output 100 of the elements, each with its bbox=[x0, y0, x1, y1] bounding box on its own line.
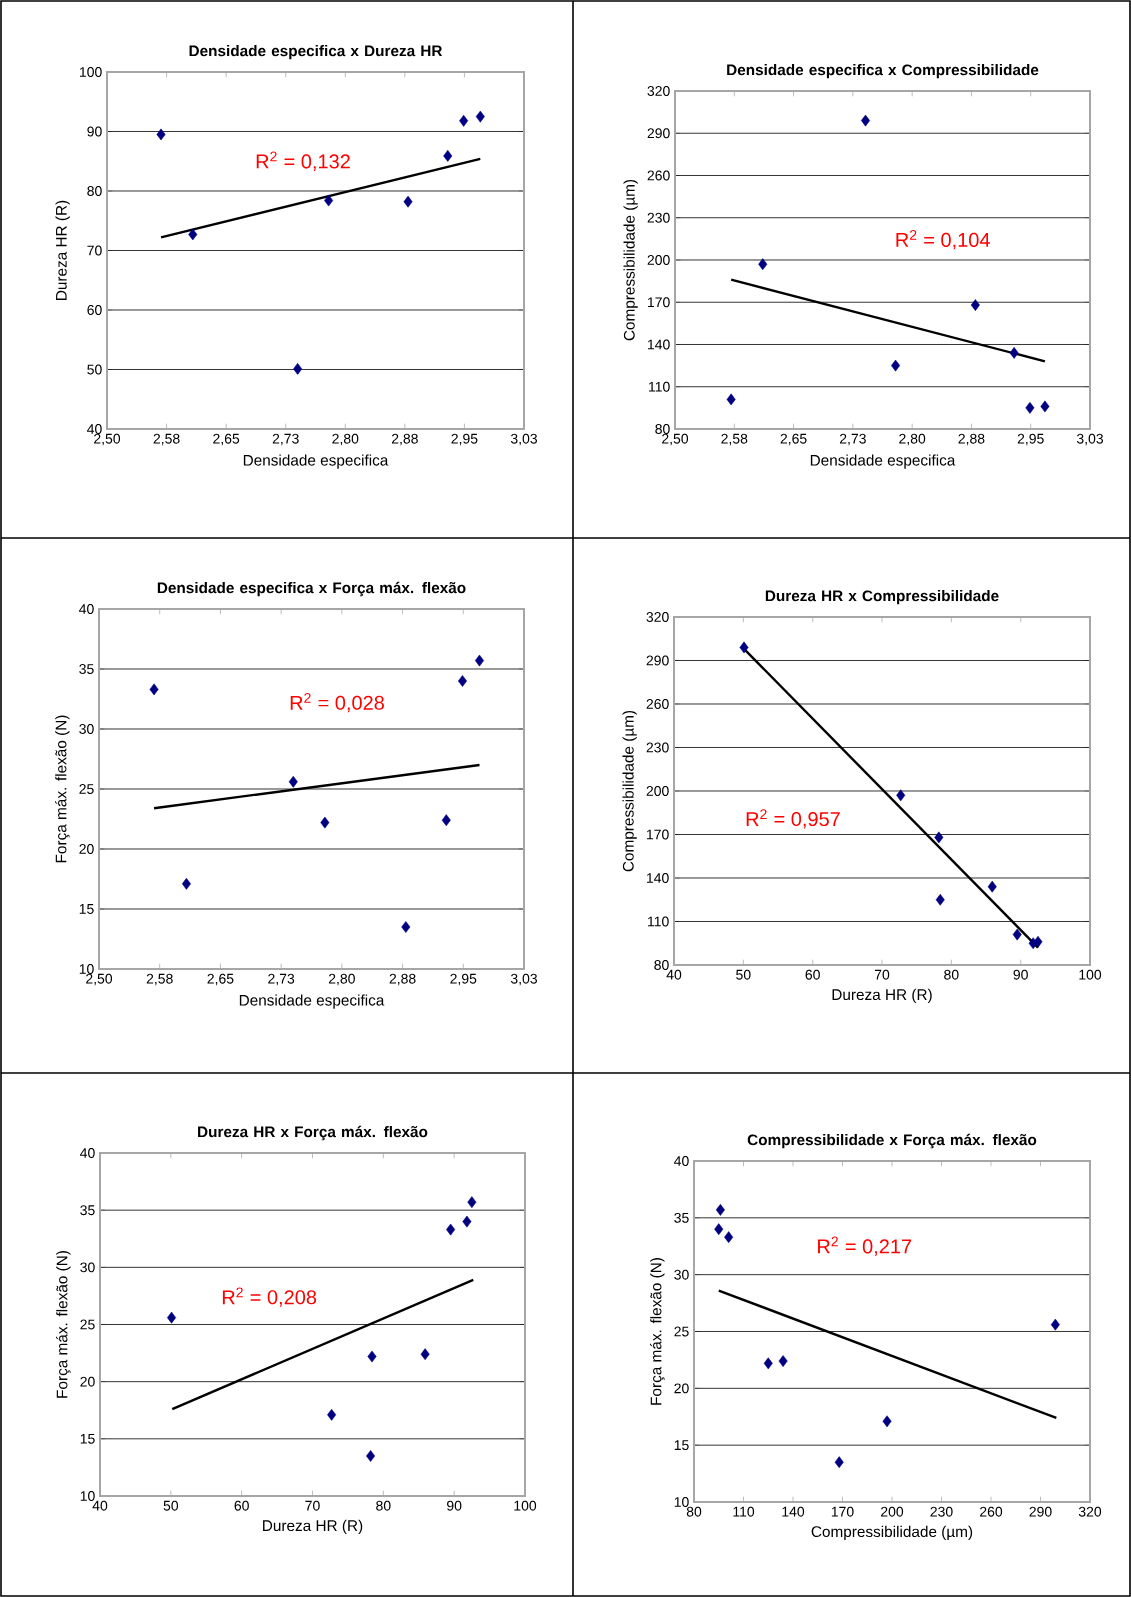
y-tick-label: 140 bbox=[648, 339, 670, 350]
y-tick-label: 70 bbox=[87, 245, 102, 256]
y-tick-label: 25 bbox=[674, 1326, 689, 1337]
point bbox=[459, 114, 469, 127]
x-tick-label: 2,50 bbox=[662, 433, 689, 446]
chart-title: Compressibilidade x Força máx. flexão bbox=[747, 1133, 1037, 1149]
y-tick-label: 10 bbox=[674, 1497, 689, 1507]
x-axis-title: Dureza HR (R) bbox=[832, 988, 932, 1004]
point bbox=[896, 789, 906, 802]
y-axis-title: Dureza HR (R) bbox=[55, 200, 70, 300]
y-tick-label: 35 bbox=[674, 1212, 689, 1223]
y-tick-label: 35 bbox=[79, 664, 94, 674]
x-tick-label: 2,73 bbox=[272, 433, 299, 446]
x-tick-label: 100 bbox=[1079, 969, 1102, 980]
y-tick-label: 90 bbox=[87, 126, 102, 137]
x-tick-label: 260 bbox=[980, 1506, 1003, 1517]
x-axis-title: Densidade especifica bbox=[239, 994, 385, 1009]
y-tick-label: 200 bbox=[646, 786, 669, 796]
annotation: R$^{2}$ = 0,217 bbox=[818, 1236, 912, 1256]
x-tick-label: 40 bbox=[666, 969, 682, 980]
chart-title: Densidade especifica x Força máx. flexão bbox=[157, 581, 466, 597]
point bbox=[366, 1450, 376, 1462]
y-axis-title: Força máx. flexão (N) bbox=[55, 715, 70, 863]
point bbox=[1050, 1318, 1060, 1331]
point bbox=[475, 110, 485, 123]
x-tick-label: 320 bbox=[1078, 1506, 1102, 1517]
x-axis-title: Densidade especifica bbox=[243, 454, 389, 469]
x-tick-label: 2,73 bbox=[839, 433, 866, 446]
point bbox=[715, 1204, 725, 1216]
x-tick-label: 2,58 bbox=[153, 433, 180, 446]
point bbox=[401, 921, 411, 933]
y-tick-label: 25 bbox=[80, 1319, 95, 1330]
x-tick-label: 100 bbox=[514, 1500, 537, 1511]
x-tick-label: 170 bbox=[831, 1506, 854, 1517]
y-tick-label: 80 bbox=[87, 186, 102, 196]
point bbox=[188, 228, 198, 241]
x-tick-label: 2,95 bbox=[450, 973, 477, 986]
y-tick-label: 30 bbox=[80, 1262, 95, 1273]
y-tick-label: 35 bbox=[80, 1205, 95, 1216]
y-axis-title: Força máx. flexão (N) bbox=[56, 1251, 71, 1398]
point bbox=[758, 258, 768, 271]
x-tick-label: 110 bbox=[733, 1506, 755, 1517]
point bbox=[970, 299, 980, 311]
y-tick-label: 15 bbox=[674, 1440, 689, 1451]
point bbox=[167, 1311, 177, 1324]
point bbox=[181, 877, 191, 890]
y-tick-label: 110 bbox=[649, 381, 670, 392]
y-tick-label: 30 bbox=[674, 1269, 689, 1280]
x-tick-label: 70 bbox=[874, 969, 890, 980]
x-tick-label: 2,95 bbox=[451, 433, 478, 446]
point bbox=[420, 1348, 430, 1361]
x-tick-label: 60 bbox=[805, 969, 820, 980]
point bbox=[446, 1223, 456, 1236]
y-tick-label: 140 bbox=[647, 873, 669, 883]
x-tick-label: 200 bbox=[881, 1506, 904, 1517]
y-tick-label: 290 bbox=[647, 128, 670, 139]
x-tick-label: 50 bbox=[163, 1500, 179, 1511]
x-tick-label: 2,88 bbox=[391, 433, 418, 446]
point bbox=[891, 359, 901, 372]
x-tick-label: 90 bbox=[447, 1500, 462, 1511]
y-tick-label: 260 bbox=[647, 170, 670, 181]
point bbox=[834, 1456, 844, 1469]
y-tick-label: 170 bbox=[647, 829, 669, 840]
y-tick-label: 170 bbox=[648, 297, 670, 308]
y-tick-label: 60 bbox=[87, 305, 102, 315]
x-axis-title: Dureza HR (R) bbox=[263, 1519, 363, 1535]
x-tick-label: 90 bbox=[1013, 969, 1028, 980]
y-tick-label: 10 bbox=[80, 1491, 95, 1501]
y-axis-title: Compressibilidade (µm) bbox=[622, 710, 637, 872]
point bbox=[324, 194, 334, 207]
x-axis-title: Densidade especifica bbox=[810, 454, 956, 469]
point bbox=[714, 1223, 724, 1236]
point bbox=[458, 675, 467, 687]
x-tick-label: 3,03 bbox=[510, 433, 538, 446]
x-tick-label: 2,88 bbox=[389, 973, 416, 986]
x-tick-label: 80 bbox=[686, 1506, 702, 1517]
y-tick-label: 200 bbox=[647, 255, 670, 265]
x-tick-label: 2,58 bbox=[146, 973, 173, 986]
point bbox=[934, 831, 944, 844]
y-axis-title: Compressibilidade (µm) bbox=[623, 179, 638, 341]
x-tick-label: 80 bbox=[944, 969, 959, 980]
y-tick-label: 230 bbox=[647, 212, 670, 223]
x-tick-label: 2,80 bbox=[899, 433, 926, 446]
x-tick-label: 60 bbox=[234, 1500, 249, 1511]
y-tick-label: 80 bbox=[654, 960, 669, 970]
x-tick-label: 3,03 bbox=[1076, 433, 1104, 446]
x-tick-label: 290 bbox=[1029, 1506, 1052, 1517]
y-tick-label: 50 bbox=[87, 364, 102, 375]
point bbox=[726, 393, 736, 406]
y-tick-label: 25 bbox=[79, 784, 94, 794]
x-tick-label: 2,65 bbox=[780, 433, 807, 446]
y-tick-label: 290 bbox=[646, 655, 669, 666]
point bbox=[441, 814, 451, 827]
point bbox=[288, 775, 298, 788]
x-tick-label: 2,65 bbox=[207, 973, 234, 986]
y-tick-label: 320 bbox=[647, 86, 670, 96]
chart-title: Densidade especifica x Compressibilidade bbox=[727, 64, 1039, 79]
point bbox=[367, 1350, 377, 1363]
x-tick-label: 2,50 bbox=[86, 973, 113, 986]
point bbox=[156, 128, 166, 141]
